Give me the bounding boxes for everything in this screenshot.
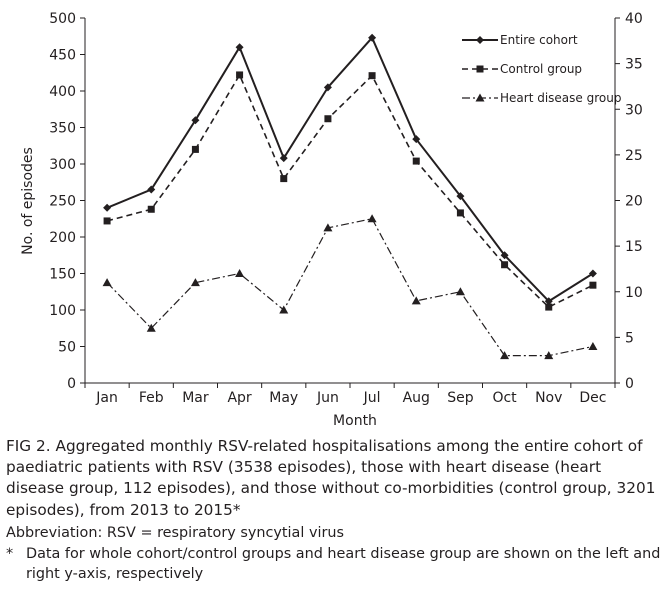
data-point (279, 154, 288, 163)
data-point (500, 251, 509, 260)
x-axis-label: Month (333, 413, 377, 429)
data-point (279, 305, 289, 314)
data-point (146, 323, 156, 332)
right-tick-label: 0 (625, 376, 634, 392)
data-point (147, 205, 155, 213)
y-axis-label: No. of episodes (20, 147, 36, 255)
x-tick-label: Jan (95, 390, 118, 406)
right-tick-label: 5 (625, 330, 634, 346)
right-tick-label: 15 (625, 239, 643, 255)
x-tick-label: Oct (492, 390, 517, 406)
left-tick-label: 450 (49, 48, 76, 64)
series-2 (102, 214, 598, 360)
series-line (106, 36, 594, 303)
data-point (323, 223, 333, 232)
legend: Entire cohort Control group Heart disease … (462, 33, 621, 105)
legend-label: Entire cohort (500, 33, 578, 47)
data-point (456, 209, 464, 217)
legend-item: Control group (462, 62, 582, 76)
data-point (235, 269, 245, 277)
data-point (588, 342, 598, 350)
x-tick-label: Nov (535, 390, 562, 406)
x-tick-label: Jul (363, 390, 381, 406)
data-point (191, 116, 200, 125)
data-point (236, 71, 244, 79)
right-tick-label: 10 (625, 285, 643, 301)
left-tick-label: 250 (49, 194, 76, 210)
left-tick-label: 100 (49, 303, 76, 319)
legend-label: Heart disease group (500, 91, 621, 105)
x-tick-label: Feb (139, 390, 164, 406)
x-tick-label: Sep (447, 390, 474, 406)
footnote-text: Data for whole cohort/control groups and… (26, 545, 661, 582)
data-point (323, 83, 332, 92)
data-point (368, 33, 377, 42)
abbreviation-note: Abbreviation: RSV = respiratory syncytia… (6, 524, 344, 541)
data-point (412, 157, 420, 165)
data-point (412, 135, 421, 144)
legend-marker (476, 65, 484, 73)
left-tick-label: 200 (49, 230, 76, 246)
data-point (147, 185, 156, 194)
data-point (545, 303, 553, 311)
x-tick-label: Dec (579, 390, 606, 406)
data-point (280, 175, 288, 183)
left-tick-label: 150 (49, 267, 76, 283)
series-1 (103, 71, 597, 311)
legend-label: Control group (500, 62, 582, 76)
series-line (106, 74, 594, 308)
data-point (103, 217, 111, 225)
right-y-axis: 0 5 10 15 20 25 30 35 40 (615, 11, 643, 392)
data-point (455, 287, 465, 296)
data-point (544, 297, 553, 306)
series-line (106, 218, 594, 357)
data-point (411, 296, 421, 305)
data-point (367, 214, 377, 223)
data-point (235, 43, 244, 52)
data-point (190, 278, 200, 287)
data-point (324, 115, 332, 123)
x-tick-label: Apr (227, 390, 251, 406)
data-point (191, 145, 199, 153)
data-point (501, 261, 509, 269)
footnote: * Data for whole cohort/control groups an… (6, 544, 661, 584)
right-tick-label: 25 (625, 148, 643, 164)
data-point (588, 269, 597, 278)
left-tick-label: 400 (49, 84, 76, 100)
x-tick-label: May (269, 390, 298, 406)
data-point (102, 278, 112, 287)
left-tick-label: 350 (49, 121, 76, 137)
legend-marker (476, 36, 484, 44)
right-tick-label: 40 (625, 11, 643, 27)
left-tick-label: 500 (49, 11, 76, 27)
footnote-marker: * (6, 545, 14, 562)
x-tick-label: Aug (403, 390, 430, 406)
left-tick-label: 300 (49, 157, 76, 173)
legend-item: Heart disease group (462, 91, 621, 105)
left-y-axis: 0 50 100 150 200 250 300 350 400 450 500 (49, 11, 85, 392)
data-point (103, 203, 112, 212)
x-tick-label: Jun (316, 390, 339, 406)
data-point (589, 281, 597, 289)
x-tick-label: Mar (182, 390, 209, 406)
figure-caption-text: FIG 2. Aggregated monthly RSV-related ho… (6, 437, 656, 519)
right-tick-label: 20 (625, 194, 643, 210)
x-axis: Jan Feb Mar Apr May Jun Jul Aug Sep Oct Nov Dec (84, 383, 616, 406)
right-tick-label: 35 (625, 57, 643, 73)
data-series (102, 33, 598, 360)
series-0 (103, 33, 597, 306)
data-point (368, 72, 376, 80)
data-point (456, 192, 465, 201)
left-tick-label: 50 (58, 340, 76, 356)
legend-marker (475, 93, 485, 102)
right-tick-label: 30 (625, 102, 643, 118)
data-point (544, 351, 554, 360)
figure-caption: FIG 2. Aggregated monthly RSV-related ho… (6, 436, 661, 584)
line-chart: 0 50 100 150 200 250 300 350 400 450 500 0 5 10 15 20 2… (20, 11, 643, 429)
left-tick-label: 0 (67, 376, 76, 392)
data-point (500, 351, 510, 360)
legend-item: Entire cohort (462, 33, 578, 47)
